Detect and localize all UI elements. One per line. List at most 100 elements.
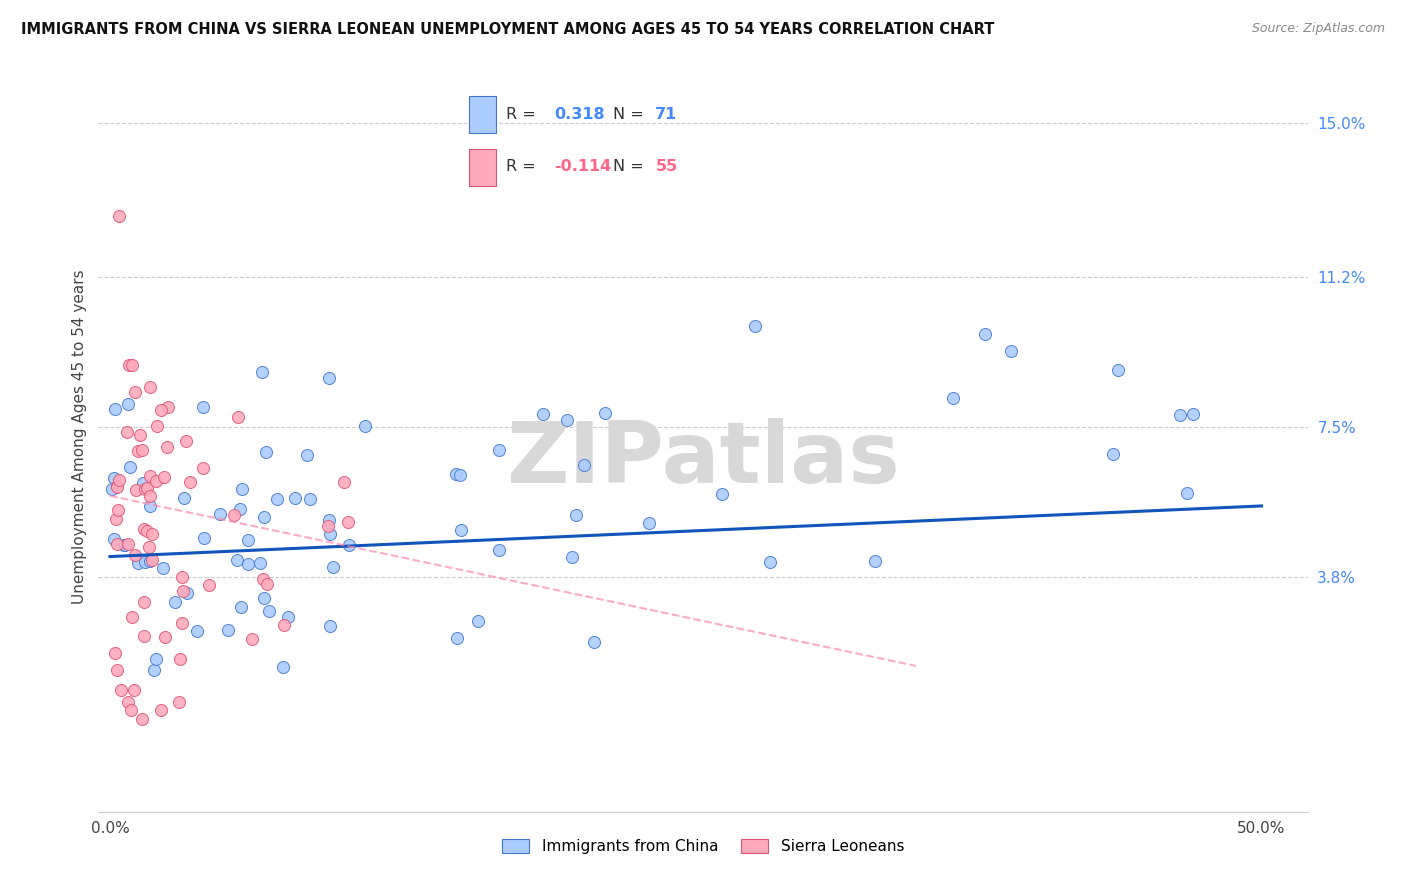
Point	[488, 543, 510, 558]
Point	[117, 695, 139, 709]
Point	[450, 524, 472, 538]
Point	[132, 629, 155, 643]
Point	[193, 461, 215, 475]
Legend: Immigrants from China, Sierra Leoneans: Immigrants from China, Sierra Leoneans	[496, 833, 910, 860]
Point	[156, 400, 179, 414]
Point	[208, 508, 231, 522]
Point	[236, 557, 259, 571]
Point	[105, 536, 128, 550]
Point	[193, 400, 215, 414]
Point	[467, 615, 489, 629]
Point	[226, 553, 249, 567]
Point	[488, 442, 510, 457]
Point	[449, 468, 471, 483]
Point	[103, 470, 125, 484]
Point	[136, 524, 159, 539]
Point	[139, 554, 162, 568]
Point	[131, 442, 153, 457]
Point	[574, 458, 596, 472]
Point	[297, 448, 319, 462]
Point	[117, 536, 139, 550]
Point	[104, 646, 127, 660]
Point	[136, 481, 159, 495]
Point	[863, 554, 886, 568]
Point	[1175, 486, 1198, 500]
Text: ZIPatlas: ZIPatlas	[506, 418, 900, 501]
Point	[105, 663, 128, 677]
Point	[318, 527, 340, 541]
Point	[337, 538, 360, 552]
Point	[114, 538, 136, 552]
Point	[257, 604, 280, 618]
Point	[108, 473, 131, 487]
Point	[172, 584, 194, 599]
Y-axis label: Unemployment Among Ages 45 to 54 years: Unemployment Among Ages 45 to 54 years	[72, 269, 87, 605]
Point	[107, 503, 129, 517]
Point	[446, 631, 468, 645]
Point	[240, 632, 263, 646]
Point	[170, 615, 193, 630]
Point	[124, 384, 146, 399]
Point	[217, 623, 239, 637]
Point	[353, 418, 375, 433]
Point	[1168, 409, 1191, 423]
Point	[555, 412, 578, 426]
Point	[333, 475, 356, 489]
Point	[253, 591, 276, 606]
Point	[561, 549, 583, 564]
Point	[115, 425, 138, 439]
Point	[316, 519, 339, 533]
Point	[127, 444, 149, 458]
Point	[152, 561, 174, 575]
Point	[444, 467, 467, 482]
Point	[231, 600, 253, 615]
Point	[582, 634, 605, 648]
Point	[197, 578, 219, 592]
Point	[254, 445, 277, 459]
Point	[167, 695, 190, 709]
Point	[124, 548, 146, 562]
Point	[284, 491, 307, 506]
Point	[110, 683, 132, 698]
Point	[132, 595, 155, 609]
Point	[565, 508, 588, 523]
Point	[103, 532, 125, 546]
Point	[266, 491, 288, 506]
Point	[122, 682, 145, 697]
Point	[273, 618, 295, 632]
Point	[108, 210, 131, 224]
Point	[1181, 408, 1204, 422]
Point	[1107, 363, 1129, 377]
Point	[145, 474, 167, 488]
Point	[153, 470, 176, 484]
Point	[138, 541, 160, 555]
Point	[170, 570, 193, 584]
Point	[638, 516, 661, 530]
Point	[238, 533, 260, 547]
Point	[226, 410, 249, 425]
Point	[117, 397, 139, 411]
Point	[105, 480, 128, 494]
Point	[165, 595, 187, 609]
Point	[744, 318, 766, 333]
Point	[141, 527, 163, 541]
Point	[101, 483, 124, 497]
Point	[299, 491, 322, 506]
Point	[139, 489, 162, 503]
Point	[319, 619, 342, 633]
Point	[118, 358, 141, 372]
Point	[145, 652, 167, 666]
Point	[974, 326, 997, 341]
Point	[253, 510, 276, 524]
Point	[249, 556, 271, 570]
Point	[145, 419, 167, 434]
Point	[127, 556, 149, 570]
Point	[125, 483, 148, 497]
Point	[149, 703, 172, 717]
Point	[105, 511, 128, 525]
Point	[134, 482, 156, 496]
Point	[179, 475, 201, 490]
Point	[271, 660, 294, 674]
Point	[138, 380, 160, 394]
Point	[112, 538, 135, 552]
